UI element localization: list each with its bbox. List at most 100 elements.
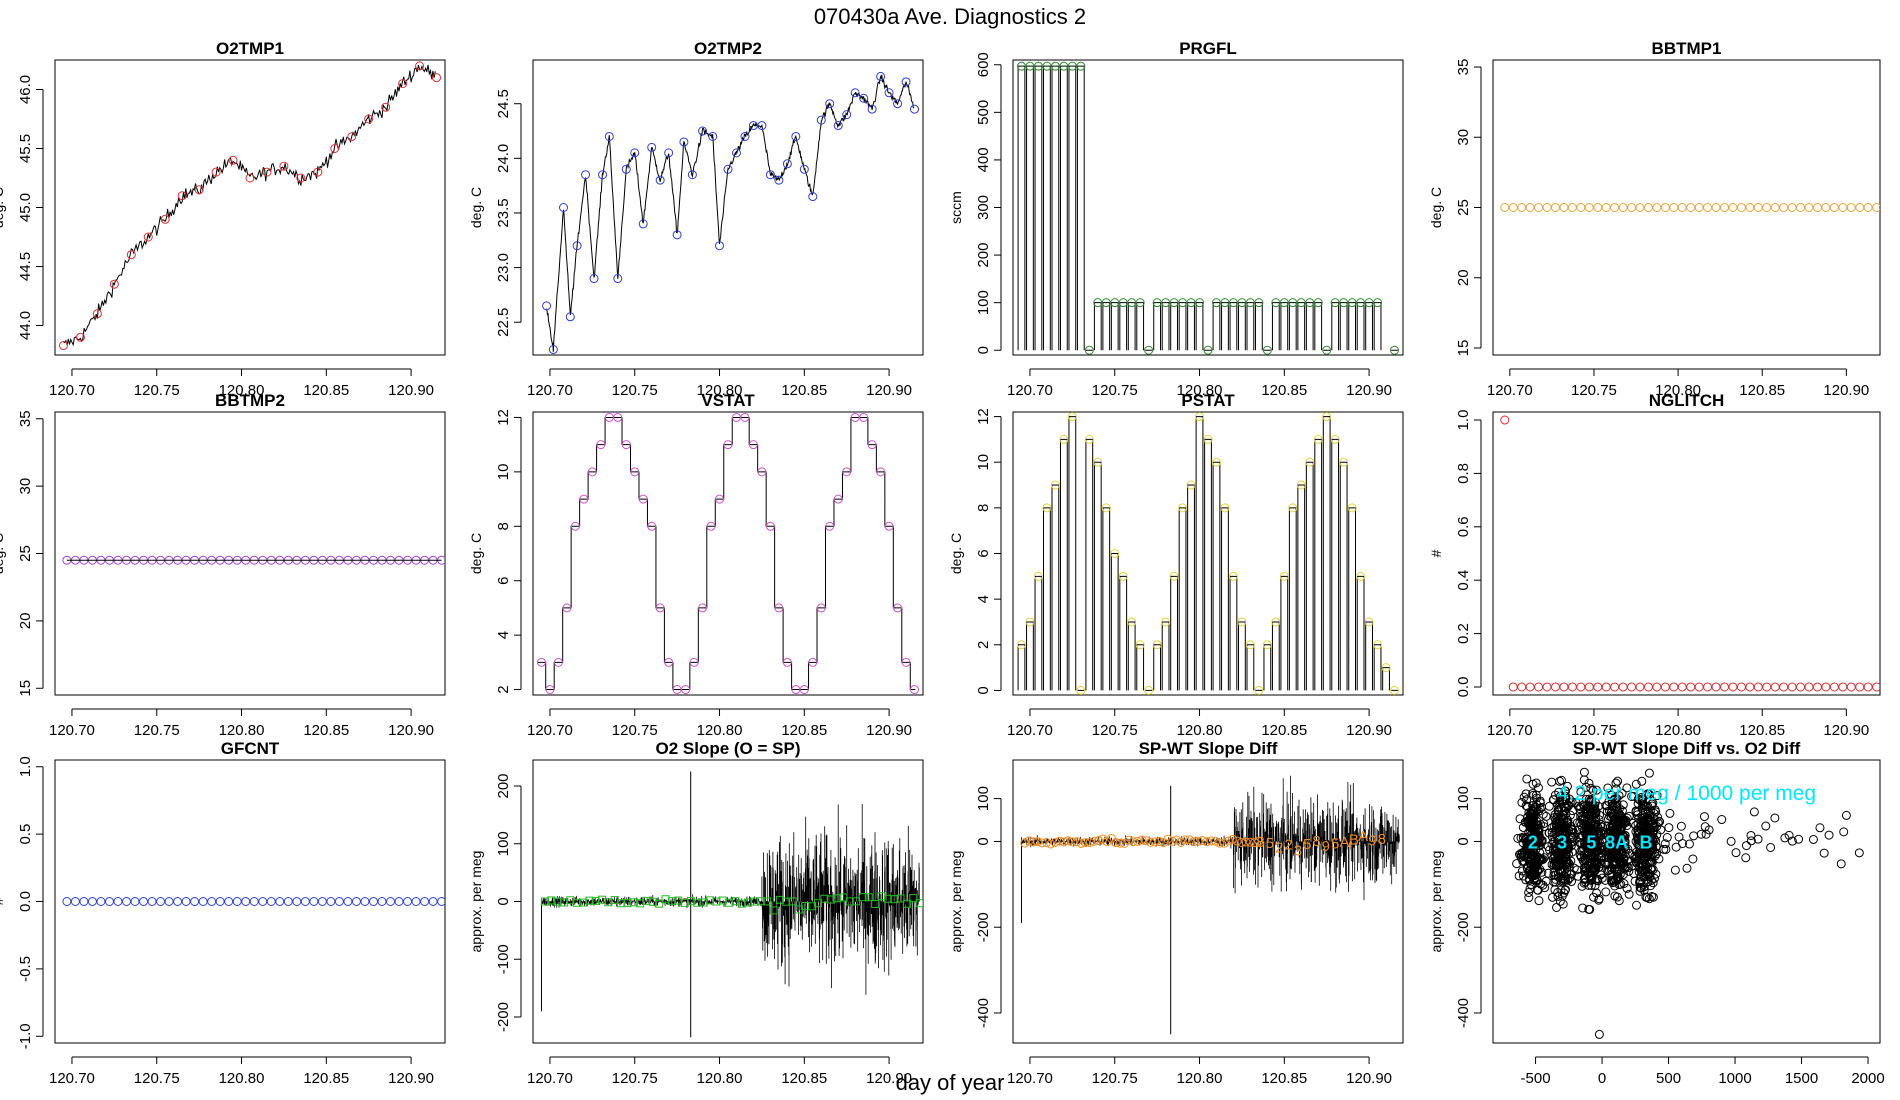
data-point	[1081, 838, 1091, 848]
data-point	[415, 61, 425, 71]
data-point	[1547, 823, 1557, 833]
data-point	[1537, 867, 1547, 877]
data-point	[864, 893, 873, 902]
data-point	[858, 893, 867, 902]
data-point	[1581, 805, 1591, 815]
data-point	[1534, 806, 1544, 816]
data-point	[1597, 835, 1607, 845]
data-point	[1639, 885, 1649, 895]
data-point	[1152, 640, 1162, 650]
data-point	[1063, 836, 1073, 846]
data-point	[1838, 203, 1848, 212]
data-point	[1529, 834, 1539, 844]
data-point	[1614, 804, 1624, 814]
data-point	[1525, 203, 1535, 212]
data-point	[1622, 783, 1632, 793]
plot-area	[536, 412, 920, 695]
data-point	[579, 494, 589, 504]
data-point	[1600, 875, 1610, 885]
data-point	[1592, 856, 1602, 866]
plot-area	[1500, 415, 1880, 692]
point-label: 8	[1256, 834, 1264, 851]
data-point	[368, 897, 378, 906]
data-point	[799, 164, 809, 174]
data-point	[1556, 885, 1566, 895]
data-point	[1720, 682, 1730, 692]
data-point	[808, 657, 818, 667]
data-point	[757, 121, 767, 131]
data-point	[1110, 549, 1120, 558]
data-point	[1556, 876, 1566, 886]
data-point	[292, 897, 302, 906]
data-point	[1662, 833, 1672, 843]
data-point	[1554, 787, 1564, 797]
data-point	[1703, 203, 1713, 212]
data-point	[775, 895, 784, 904]
data-point	[1563, 859, 1573, 869]
data-point	[1819, 848, 1829, 858]
data-point	[884, 521, 894, 531]
series-line	[546, 74, 915, 352]
plot-frame	[1492, 59, 1881, 356]
data-point	[1547, 892, 1557, 902]
data-point	[1643, 813, 1653, 823]
point-label: 9	[1322, 838, 1330, 855]
data-point	[1613, 873, 1623, 883]
data-point	[1575, 833, 1585, 843]
data-point	[1635, 822, 1645, 832]
data-point	[706, 521, 716, 531]
data-point	[1637, 776, 1647, 786]
data-point	[275, 897, 285, 906]
x-tick-label: 120.85	[781, 722, 827, 739]
data-point	[1161, 617, 1171, 627]
chart-title: NGLITCH	[1649, 391, 1725, 410]
data-point	[737, 899, 746, 908]
data-point	[1024, 836, 1034, 846]
data-point	[198, 897, 208, 906]
data-point	[1619, 879, 1629, 889]
data-point	[1347, 503, 1357, 513]
data-point	[1863, 682, 1873, 692]
data-point	[765, 170, 775, 180]
panel-prgfl: PRGFL sccm 120.70 120.75 120.80 120.85 120.90 0…	[948, 39, 1404, 399]
data-point	[1544, 828, 1554, 838]
data-point	[1728, 682, 1738, 692]
data-point	[1549, 870, 1559, 880]
data-point	[1606, 808, 1616, 818]
data-point	[1521, 789, 1531, 799]
data-point	[1651, 849, 1661, 859]
data-point	[1872, 682, 1880, 692]
data-point	[1608, 848, 1618, 858]
x-tick-label: 120.90	[1823, 722, 1869, 739]
data-point	[1313, 434, 1323, 444]
data-point	[774, 603, 784, 613]
data-point	[1643, 868, 1653, 878]
data-point	[910, 685, 920, 695]
data-point	[1586, 783, 1596, 793]
data-point	[1271, 617, 1281, 627]
y-axis-label: deg. C	[948, 533, 964, 574]
data-point	[1542, 203, 1552, 212]
data-point	[664, 657, 674, 667]
x-tick-label: 120.80	[219, 382, 265, 399]
data-point	[1322, 412, 1332, 422]
x-tick-label: 120.75	[1571, 382, 1617, 399]
data-point	[1613, 776, 1623, 786]
data-point	[1118, 571, 1128, 581]
data-point	[1643, 824, 1653, 834]
data-point	[1617, 863, 1627, 873]
y-tick-label: 500	[975, 100, 992, 125]
y-tick-label: 200	[975, 243, 992, 268]
data-point	[723, 440, 733, 450]
data-point	[1364, 617, 1374, 627]
data-point	[718, 896, 727, 905]
data-point	[1224, 836, 1234, 846]
data-point	[1215, 838, 1225, 848]
data-point	[1549, 877, 1559, 887]
data-point	[1533, 783, 1543, 793]
data-point	[1594, 895, 1604, 905]
data-point	[788, 897, 797, 906]
y-tick-label: 600	[975, 52, 992, 77]
point-label: 9	[1368, 833, 1376, 850]
data-point	[1550, 682, 1560, 692]
